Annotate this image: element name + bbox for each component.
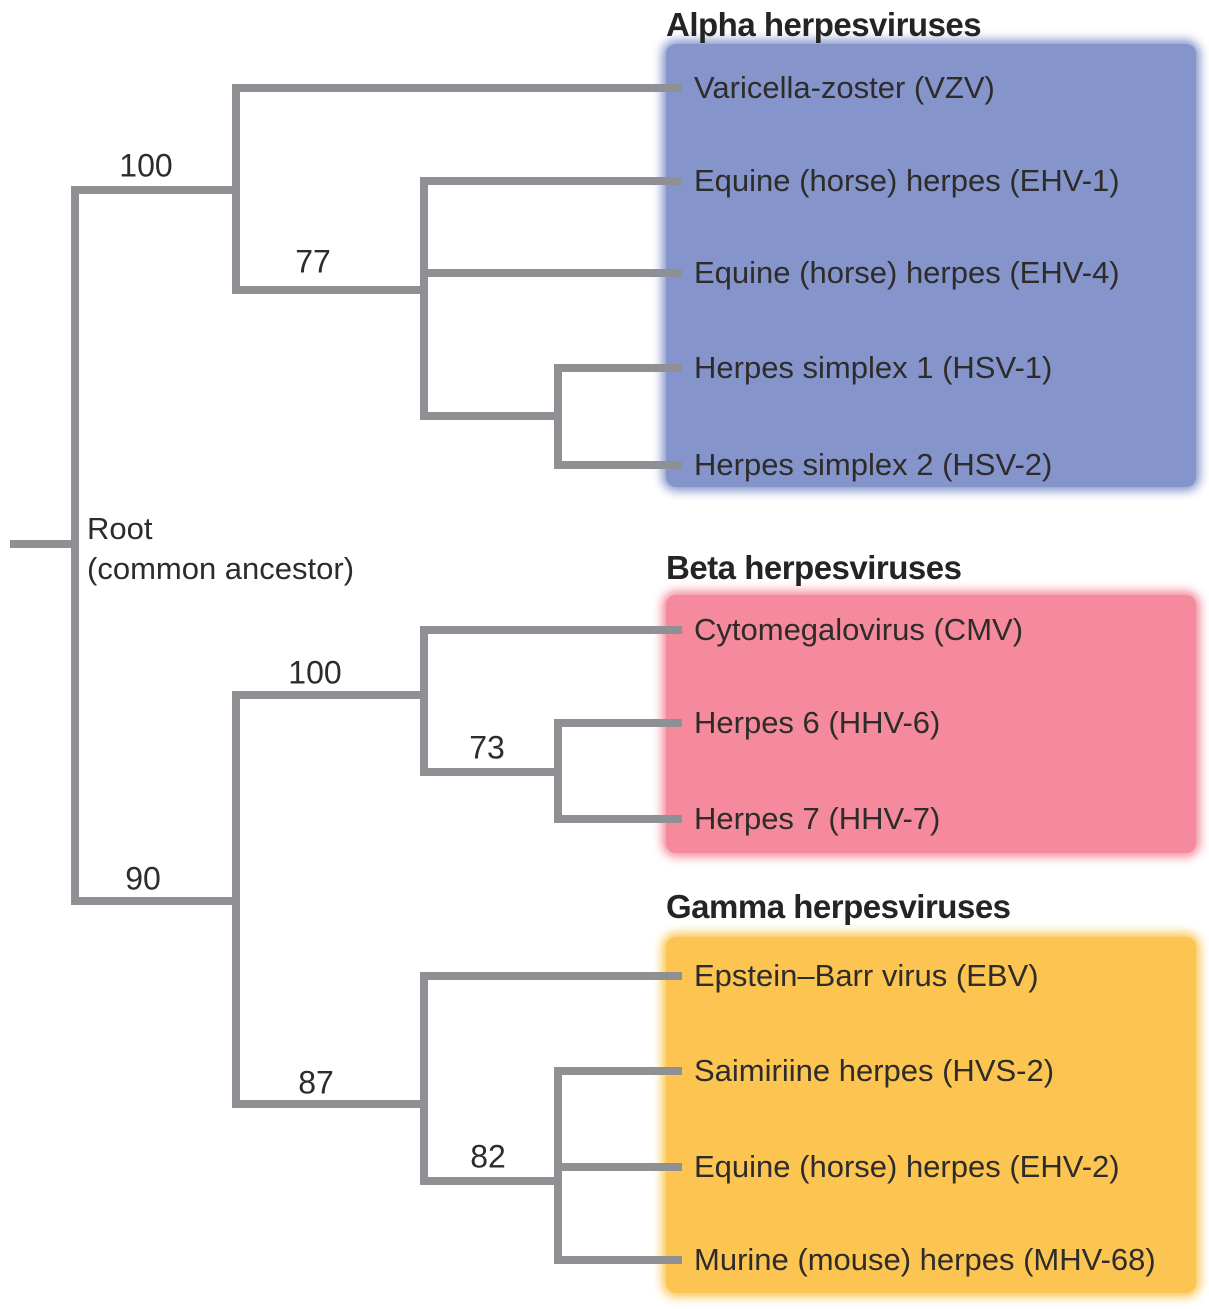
gamma-87-branch [232, 1100, 428, 1108]
gamma-herpesviruses-box [666, 937, 1196, 1293]
leaf-label: Equine (horse) herpes (EHV-2) [694, 1149, 1120, 1184]
leaf-label: Herpes simplex 2 (HSV-2) [694, 447, 1053, 482]
beta-herpesviruses-box [666, 595, 1196, 853]
hsv-clade-branch [420, 412, 562, 420]
bootstrap-value: 77 [295, 243, 331, 280]
beta-node-vertical [420, 626, 428, 776]
bootstrap-value: 90 [125, 860, 161, 897]
root-vertical-line [71, 186, 79, 905]
hhv7-branch [554, 815, 682, 823]
ehv1-branch [420, 177, 682, 185]
alpha-herpesviruses-title: Alpha herpesviruses [666, 6, 982, 43]
vzv-branch [232, 84, 682, 92]
hsv-clade-vertical [554, 364, 562, 469]
alpha-100-branch [71, 186, 240, 194]
ebv-branch [420, 972, 682, 980]
leaf-label: Equine (horse) herpes (EHV-1) [694, 163, 1120, 198]
bootstrap-value: 73 [469, 729, 505, 766]
bootstrap-value: 82 [470, 1138, 506, 1175]
leaf-label: Cytomegalovirus (CMV) [694, 612, 1024, 647]
ehv4-branch [420, 269, 682, 277]
bootstrap-value: 100 [119, 147, 173, 184]
mhv68-branch [554, 1256, 682, 1264]
leaf-label: Herpes simplex 1 (HSV-1) [694, 350, 1053, 385]
gamma-herpesviruses-title: Gamma herpesviruses [666, 888, 1011, 925]
leaf-label: Varicella-zoster (VZV) [694, 70, 995, 105]
bootstrap-value: 100 [288, 654, 342, 691]
leaf-label: Equine (horse) herpes (EHV-4) [694, 255, 1120, 290]
beta-73-vertical [554, 719, 562, 823]
ehv2-branch [554, 1163, 682, 1171]
hhv6-branch [554, 719, 682, 727]
cmv-branch [420, 626, 682, 634]
root-stub-line [10, 540, 79, 548]
root-label-line2: (common ancestor) [87, 551, 355, 586]
root-label-line1: Root [87, 511, 153, 546]
bootstrap-value: 87 [298, 1064, 334, 1101]
beta-73-branch [420, 768, 562, 776]
leaf-label: Herpes 7 (HHV-7) [694, 801, 941, 836]
leaf-label: Epstein–Barr virus (EBV) [694, 958, 1039, 993]
hvs2-branch [554, 1067, 682, 1075]
leaf-label: Saimiriine herpes (HVS-2) [694, 1053, 1055, 1088]
gamma-node-vertical [420, 972, 428, 1185]
alpha-77-branch [232, 286, 428, 294]
beta-100-branch [232, 691, 428, 699]
leaf-label: Herpes 6 (HHV-6) [694, 705, 941, 740]
root-label: Root (common ancestor) [87, 509, 354, 589]
alpha-herpesviruses-box [666, 44, 1196, 487]
beta-gamma-90-branch [71, 897, 240, 905]
alpha-node-vertical [232, 84, 240, 294]
beta-herpesviruses-title: Beta herpesviruses [666, 549, 962, 586]
hsv2-branch [554, 461, 682, 469]
gamma-82-branch [420, 1177, 562, 1185]
hsv1-branch [554, 364, 682, 372]
leaf-label: Murine (mouse) herpes (MHV-68) [694, 1242, 1156, 1277]
alpha-77-vertical [420, 177, 428, 420]
beta-gamma-vertical [232, 691, 240, 1108]
